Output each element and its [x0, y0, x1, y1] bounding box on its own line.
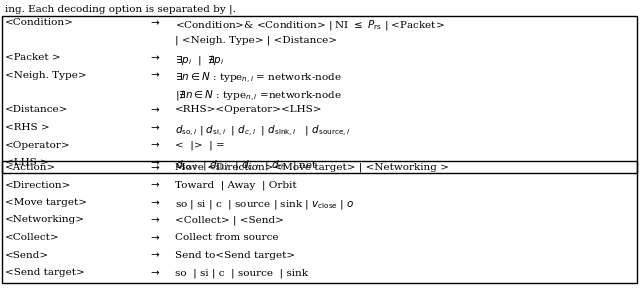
Bar	[1, 15, 637, 172]
Text: <Packet >: <Packet >	[5, 53, 61, 62]
Text: so  | si | c  | source  | sink: so | si | c | source | sink	[175, 268, 308, 278]
Text: $\rightarrow$: $\rightarrow$	[148, 250, 161, 259]
Text: <Action>: <Action>	[5, 163, 56, 172]
Text: $\rightarrow$: $\rightarrow$	[148, 70, 161, 79]
Text: <Operator>: <Operator>	[5, 141, 71, 150]
Text: <Send target>: <Send target>	[5, 268, 85, 277]
Text: $d_{\mathrm{so},i}$ | $d_{\mathrm{si},i}$  | $d_{c,i}$  | $d_{\mathrm{sink},i}$ : $d_{\mathrm{so},i}$ | $d_{\mathrm{si},i}…	[175, 123, 350, 138]
Text: <Neigh. Type>: <Neigh. Type>	[5, 70, 87, 79]
Text: $\exists p_i$  |  $\nexists p_i$: $\exists p_i$ | $\nexists p_i$	[175, 53, 224, 67]
Text: $\rightarrow$: $\rightarrow$	[148, 18, 161, 27]
Text: so | si | c  | source | sink | $v_{\mathrm{close}}$ | $o$: so | si | c | source | sink | $v_{\mathr…	[175, 198, 355, 211]
Text: <Move target>: <Move target>	[5, 198, 87, 207]
Text: <RHS><Operator><LHS>: <RHS><Operator><LHS>	[175, 105, 322, 114]
Text: Move <Direction><Move target> | <Networking >: Move <Direction><Move target> | <Network…	[175, 163, 449, 172]
Text: <Direction>: <Direction>	[5, 181, 72, 190]
Text: $\rightarrow$: $\rightarrow$	[148, 181, 161, 190]
Text: <Networking>: <Networking>	[5, 216, 85, 225]
Text: <Distance>: <Distance>	[5, 105, 68, 114]
Text: $\rightarrow$: $\rightarrow$	[148, 268, 161, 277]
Text: <Collect>: <Collect>	[5, 233, 60, 242]
Text: <RHS >: <RHS >	[5, 123, 50, 132]
Text: $\rightarrow$: $\rightarrow$	[148, 163, 161, 172]
Text: |$\nexists n \in N$ : type$_{n,i}$ =network-node: |$\nexists n \in N$ : type$_{n,i}$ =netw…	[175, 88, 342, 103]
Text: $\rightarrow$: $\rightarrow$	[148, 123, 161, 132]
Text: Send to<Send target>: Send to<Send target>	[175, 250, 295, 259]
Text: Collect from source: Collect from source	[175, 233, 278, 242]
Text: $\rightarrow$: $\rightarrow$	[148, 141, 161, 150]
Text: $\rightarrow$: $\rightarrow$	[148, 105, 161, 114]
Text: $\exists n \in N$ : type$_{n,i}$ = network-node: $\exists n \in N$ : type$_{n,i}$ = netwo…	[175, 70, 342, 85]
Text: $\rightarrow$: $\rightarrow$	[148, 233, 161, 242]
Text: <Condition>: <Condition>	[5, 18, 74, 27]
Text: <LHS >: <LHS >	[5, 158, 49, 167]
Bar	[1, 160, 637, 283]
Text: $\rightarrow$: $\rightarrow$	[148, 158, 161, 167]
Text: | <Neigh. Type> | <Distance>: | <Neigh. Type> | <Distance>	[175, 36, 337, 45]
Text: <Condition>& <Condition> | NI $\leq$ $P_{\mathrm{rs}}$ | <Packet>: <Condition>& <Condition> | NI $\leq$ $P_…	[175, 18, 444, 32]
Text: <Send>: <Send>	[5, 250, 49, 259]
Text: ing. Each decoding option is separated by |.: ing. Each decoding option is separated b…	[5, 4, 236, 14]
Text: $\rightarrow$: $\rightarrow$	[148, 53, 161, 62]
Text: $d_{\mathrm{so},i}$  | $d_{\mathrm{si},i}$  | $d_{c,i}$  | $d_{\mathrm{th}}$  | : $d_{\mathrm{so},i}$ | $d_{\mathrm{si},i}…	[175, 158, 317, 172]
Text: <  |>  | =: < |> | =	[175, 141, 225, 150]
Text: $\rightarrow$: $\rightarrow$	[148, 216, 161, 225]
Text: <Collect> | <Send>: <Collect> | <Send>	[175, 216, 284, 225]
Text: $\rightarrow$: $\rightarrow$	[148, 198, 161, 207]
Text: Toward  | Away  | Orbit: Toward | Away | Orbit	[175, 181, 296, 190]
